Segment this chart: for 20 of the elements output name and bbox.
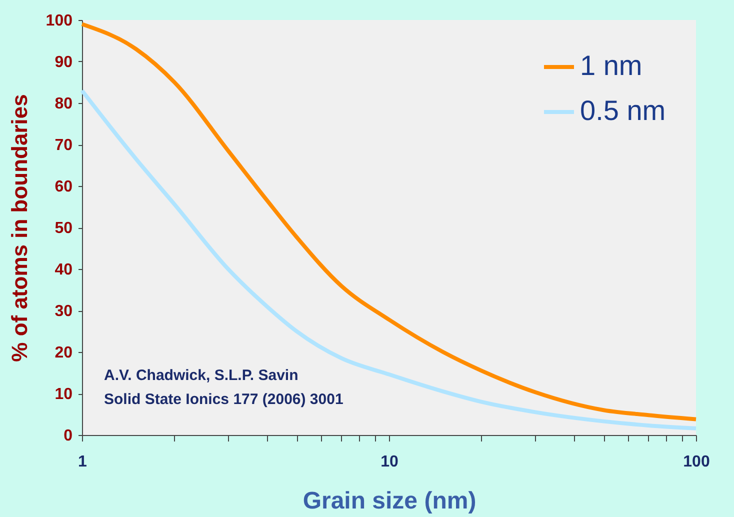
- y-tick-label: 40: [54, 262, 73, 278]
- y-tick-label: 60: [54, 178, 73, 196]
- y-tick-label: 50: [54, 220, 73, 237]
- legend-label: 1 nm: [580, 50, 642, 81]
- x-tick-label: 1: [78, 454, 88, 470]
- y-axis-title: % of atoms in boundaries: [6, 94, 32, 362]
- legend-label: 0.5 nm: [580, 95, 666, 126]
- x-axis-title: Grain size (nm): [302, 488, 476, 514]
- y-tick-label: 100: [46, 12, 73, 30]
- annotation: Solid State Ionics 177 (2006) 3001: [104, 391, 344, 408]
- y-tick-label: 0: [64, 428, 73, 444]
- y-tick-label: 90: [54, 54, 73, 71]
- x-tick-label: 100: [683, 454, 710, 470]
- y-tick-label: 10: [54, 386, 73, 403]
- y-tick-label: 80: [54, 96, 73, 112]
- y-tick-label: 70: [54, 137, 73, 154]
- y-tick-label: 20: [54, 344, 73, 362]
- annotation: A.V. Chadwick, S.L.P. Savin: [104, 367, 298, 384]
- y-tick-label: 30: [54, 303, 73, 320]
- x-tick-label: 10: [380, 454, 398, 470]
